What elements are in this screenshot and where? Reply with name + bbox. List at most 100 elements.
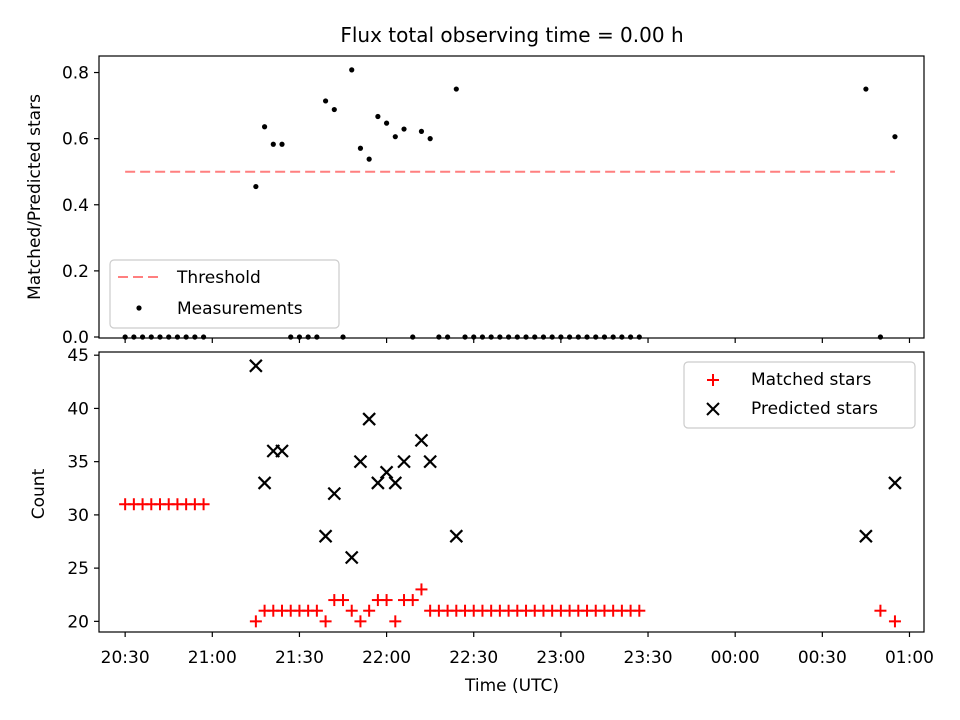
measurement-point bbox=[462, 334, 468, 340]
measurement-point bbox=[200, 334, 207, 340]
matched-point bbox=[874, 604, 887, 617]
predicted-point bbox=[371, 476, 385, 490]
measurement-point bbox=[314, 334, 320, 340]
predicted-point bbox=[423, 454, 437, 469]
matched-point bbox=[888, 615, 901, 628]
legend-predicted-swatch bbox=[706, 402, 720, 416]
measurement-point bbox=[322, 98, 329, 104]
y-tick-label: 0.4 bbox=[62, 196, 89, 216]
matched-point bbox=[363, 604, 376, 617]
measurement-point bbox=[892, 134, 898, 140]
measurement-point bbox=[383, 120, 390, 126]
measurement-point bbox=[349, 67, 355, 73]
predicted-point bbox=[859, 529, 873, 543]
measurement-point bbox=[471, 334, 477, 340]
legend-matched-swatch bbox=[707, 374, 719, 386]
predicted-point bbox=[388, 476, 403, 490]
matched-point bbox=[389, 615, 402, 628]
measurement-point bbox=[453, 86, 459, 92]
measurement-point bbox=[436, 334, 442, 340]
bottom-panel: 20 25 30 35 40 45 20:30 21:00 21:30 22:00 22:30 23… bbox=[29, 346, 934, 696]
matched-point bbox=[633, 604, 646, 617]
y-tick-label: 35 bbox=[67, 453, 89, 473]
measurement-point bbox=[619, 334, 625, 340]
legend-measurements-swatch bbox=[136, 305, 142, 311]
y-tick-label: 20 bbox=[67, 612, 89, 632]
measurement-point bbox=[139, 334, 146, 340]
x-tick-label: 23:00 bbox=[536, 648, 585, 668]
chart-title: Flux total observing time = 0.00 h bbox=[340, 23, 683, 47]
x-tick-label: 21:30 bbox=[275, 648, 324, 668]
legend-matched-label: Matched stars bbox=[751, 370, 871, 390]
predicted-point bbox=[327, 486, 342, 501]
top-y-axis-label: Matched/Predicted stars bbox=[25, 94, 45, 300]
matched-point bbox=[415, 583, 428, 596]
bottom-axes-frame bbox=[98, 351, 925, 633]
matched-point bbox=[249, 615, 262, 628]
measurement-point bbox=[418, 128, 425, 134]
measurement-point bbox=[610, 334, 616, 340]
legend-threshold-label: Threshold bbox=[176, 268, 261, 288]
measurement-points bbox=[122, 67, 898, 340]
measurement-point bbox=[331, 106, 337, 113]
measurement-point bbox=[877, 334, 884, 340]
measurement-point bbox=[566, 334, 573, 340]
x-tick-label: 23:30 bbox=[624, 648, 673, 668]
predicted-point bbox=[397, 454, 411, 469]
top-panel: 0.00.20.40.60.8 Matched/Predicted stars … bbox=[25, 55, 925, 348]
measurement-point bbox=[444, 334, 451, 340]
measurement-point bbox=[183, 334, 189, 340]
measurement-point bbox=[366, 156, 372, 162]
measurement-point bbox=[540, 334, 547, 340]
matched-point bbox=[354, 615, 367, 628]
measurement-point bbox=[601, 334, 608, 340]
measurement-point bbox=[863, 86, 869, 92]
measurement-point bbox=[558, 334, 564, 340]
x-tick-label: 00:00 bbox=[711, 648, 760, 668]
top-y-ticks: 0.0 0.2 0.4 0.6 0.8 bbox=[62, 64, 99, 348]
predicted-point bbox=[449, 529, 464, 543]
matched-point bbox=[345, 604, 358, 617]
measurement-point bbox=[575, 334, 581, 340]
top-legend: Threshold Measurements bbox=[109, 259, 340, 329]
measurement-point bbox=[148, 334, 154, 340]
y-tick-label: 25 bbox=[67, 559, 89, 579]
matched-point bbox=[319, 615, 332, 628]
measurement-point bbox=[410, 334, 416, 340]
measurement-point bbox=[288, 334, 294, 340]
measurement-point bbox=[401, 126, 407, 132]
predicted-point bbox=[249, 359, 263, 373]
predicted-point bbox=[275, 444, 289, 458]
measurement-point bbox=[514, 334, 520, 340]
measurement-point bbox=[296, 334, 303, 340]
predicted-point bbox=[353, 454, 368, 469]
measurement-point bbox=[340, 334, 346, 340]
predicted-point bbox=[318, 529, 333, 543]
measurement-point bbox=[122, 334, 128, 340]
predicted-point bbox=[344, 550, 359, 565]
bottom-legend: Matched stars Predicted stars bbox=[683, 361, 916, 429]
measurement-point bbox=[549, 334, 555, 340]
measurement-point bbox=[584, 334, 590, 340]
matched-stars-points bbox=[119, 498, 901, 628]
predicted-point bbox=[888, 476, 902, 490]
measurement-point bbox=[357, 145, 364, 151]
top-legend-box bbox=[109, 259, 340, 329]
measurement-point bbox=[523, 334, 529, 340]
y-tick-label: 0.2 bbox=[62, 262, 89, 282]
measurement-point bbox=[532, 334, 538, 340]
measurement-point bbox=[174, 334, 181, 340]
legend-predicted-label: Predicted stars bbox=[751, 399, 878, 419]
matched-point bbox=[197, 498, 210, 511]
measurement-point bbox=[392, 134, 398, 140]
measurement-point bbox=[375, 113, 381, 120]
measurement-point bbox=[505, 334, 512, 340]
x-tick-label: 01:00 bbox=[885, 648, 934, 668]
matched-point bbox=[380, 594, 393, 607]
predicted-point bbox=[257, 476, 272, 490]
bottom-x-ticks: 20:30 21:00 21:30 22:00 22:30 23:00 23:30 00:00… bbox=[101, 632, 934, 668]
y-tick-label: 0.6 bbox=[62, 130, 89, 150]
y-tick-label: 30 bbox=[67, 506, 89, 526]
x-tick-label: 20:30 bbox=[101, 648, 150, 668]
